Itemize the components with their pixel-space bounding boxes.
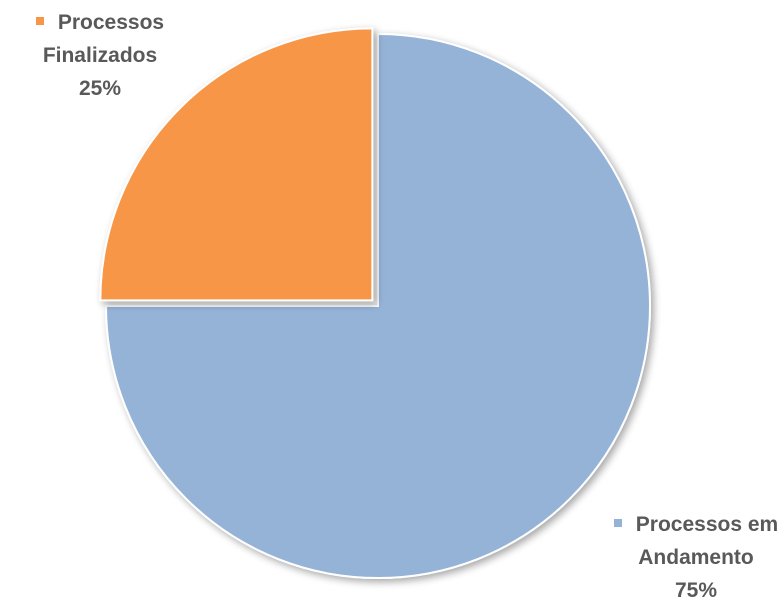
label-andamento-name-2: Andamento <box>638 546 754 569</box>
label-andamento-percent: 75% <box>674 579 718 602</box>
label-andamento-line-1: Processos em <box>608 508 784 541</box>
label-finalizados-line-1: Processos <box>10 6 190 39</box>
data-label-andamento: Processos em Andamento 75% <box>608 508 784 607</box>
label-finalizados-name-1: Processos <box>57 11 165 34</box>
pie-slices <box>99 27 651 579</box>
label-finalizados-name-2: Finalizados <box>42 44 158 67</box>
series-marker-andamento <box>613 519 622 528</box>
series-marker-finalizados <box>35 17 44 26</box>
pie-slice-andamento <box>104 32 651 579</box>
data-label-finalizados: Processos Finalizados 25% <box>10 6 190 105</box>
pie-slice-finalizados <box>99 27 374 302</box>
label-andamento-name-1: Processos em <box>635 513 779 536</box>
label-finalizados-percent: 25% <box>78 77 122 100</box>
